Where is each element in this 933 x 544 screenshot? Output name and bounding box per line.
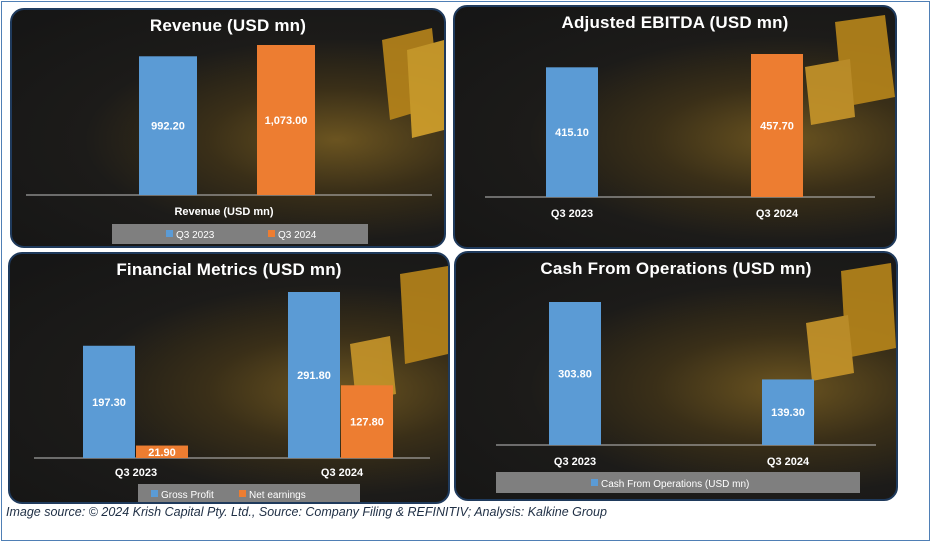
gold-decoration [805,15,895,125]
revenue-chart: 992.20 1,073.00 Revenue (USD mn) Q3 2023… [26,28,444,244]
x-tick-label: Revenue (USD mn) [174,206,273,218]
data-label-net-earnings-q3-2024: 127.80 [350,417,384,429]
cfo-chart: 303.80 139.30 Q3 2023 Q3 2024 Cash From … [496,263,896,493]
legend-swatch-q3-2024 [268,230,275,237]
legend: Cash From Operations (USD mn) [496,472,860,493]
bar-net-earnings-q3-2023 [136,445,188,458]
data-label-q3-2024: 139.30 [771,407,805,419]
chart-title: Adjusted EBITDA (USD mn) [561,13,789,32]
chart-title: Revenue (USD mn) [149,16,307,35]
data-label-gross-profit-q3-2023: 197.30 [92,397,126,409]
bar-q3-2023 [546,67,598,197]
x-tick-label-q3-2023: Q3 2023 [115,467,157,479]
legend-label-cfo: Cash From Operations (USD mn) [601,479,749,490]
ebitda-chart-panel: 415.10 457.70 Q3 2023 Q3 2024 Adjusted E… [453,5,897,249]
legend-label-q3-2024: Q3 2024 [278,230,317,241]
data-label-q3-2023: 303.80 [558,369,592,381]
bar-q3-2023 [139,56,197,195]
legend-swatch-q3-2023 [166,230,173,237]
gold-decoration [382,28,444,138]
x-tick-label-q3-2024: Q3 2024 [756,208,799,220]
gold-decoration [350,266,448,402]
metrics-chart: 197.30 21.90 291.80 127.80 Q3 2023 Q3 20… [34,266,448,502]
legend-label-net-earnings: Net earnings [249,490,306,501]
legend-label-q3-2023: Q3 2023 [176,230,215,241]
chart-title: Cash From Operations (USD mn) [540,259,812,278]
data-label-q3-2024: 457.70 [760,121,794,133]
bar-q3-2023 [549,302,601,445]
data-label-net-earnings-q3-2023: 21.90 [148,447,176,459]
legend: Q3 2023 Q3 2024 [112,224,368,244]
cfo-chart-panel: 303.80 139.30 Q3 2023 Q3 2024 Cash From … [454,251,898,501]
x-tick-label-q3-2023: Q3 2023 [554,456,596,468]
legend-swatch-cfo [591,479,598,486]
chart-title: Financial Metrics (USD mn) [116,260,342,279]
data-label-q3-2023: 992.20 [151,121,185,133]
revenue-chart-panel: 992.20 1,073.00 Revenue (USD mn) Q3 2023… [10,8,446,248]
data-label-q3-2023: 415.10 [555,127,589,139]
data-label-gross-profit-q3-2024: 291.80 [297,370,331,382]
legend-swatch-net-earnings [239,490,246,497]
bar-net-earnings-q3-2024 [341,385,393,458]
x-tick-label-q3-2024: Q3 2024 [321,467,364,479]
bar-gross-profit-q3-2023 [83,345,135,458]
bar-q3-2024 [257,45,315,195]
x-tick-label-q3-2023: Q3 2023 [551,208,593,220]
x-tick-label-q3-2024: Q3 2024 [767,456,810,468]
legend-label-gross-profit: Gross Profit [161,490,214,501]
bar-q3-2024 [751,54,803,197]
legend-swatch-gross-profit [151,490,158,497]
image-caption: Image source: © 2024 Krish Capital Pty. … [6,505,607,519]
bar-q3-2024 [762,379,814,445]
data-label-q3-2024: 1,073.00 [265,115,308,127]
legend: Gross Profit Net earnings [138,484,360,502]
gold-decoration [806,263,896,381]
metrics-chart-panel: 197.30 21.90 291.80 127.80 Q3 2023 Q3 20… [8,252,450,504]
ebitda-chart: 415.10 457.70 Q3 2023 Q3 2024 [485,15,895,220]
bar-gross-profit-q3-2024 [288,292,340,458]
